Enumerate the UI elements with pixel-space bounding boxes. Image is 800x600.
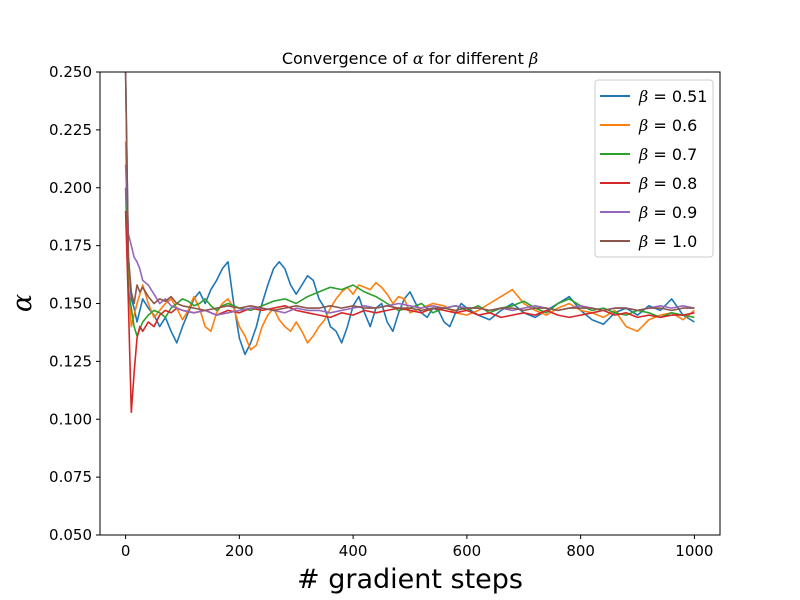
legend-label-0: β = 0.51 bbox=[638, 87, 707, 106]
legend-value: = 0.9 bbox=[648, 203, 697, 222]
legend-symbol-beta: β bbox=[638, 87, 648, 106]
x-axis: 0 200 400 600 800 1000 bbox=[121, 535, 713, 560]
x-tick-label: 400 bbox=[339, 542, 368, 560]
y-tick-label: 0.150 bbox=[49, 295, 92, 313]
legend-label-3: β = 0.8 bbox=[638, 174, 697, 193]
y-tick-label: 0.175 bbox=[49, 237, 92, 255]
legend-label-5: β = 1.0 bbox=[638, 232, 697, 251]
title-symbol-beta: β bbox=[528, 49, 538, 68]
legend-value: = 1.0 bbox=[648, 232, 697, 251]
x-tick-label: 1000 bbox=[675, 542, 713, 560]
legend-label-2: β = 0.7 bbox=[638, 145, 697, 164]
series-layer bbox=[124, 72, 695, 414]
legend-symbol-beta: β bbox=[638, 145, 648, 164]
legend-value: = 0.8 bbox=[648, 174, 697, 193]
chart-title: Convergence of α for different β bbox=[282, 49, 538, 68]
x-tick-label: 600 bbox=[453, 542, 482, 560]
legend-symbol-beta: β bbox=[638, 232, 648, 251]
legend-value: = 0.7 bbox=[648, 145, 697, 164]
x-axis-label: # gradient steps bbox=[297, 564, 523, 595]
y-axis: 0.050 0.075 0.100 0.125 0.150 0.175 0.200 0.225… bbox=[49, 63, 100, 544]
y-tick-label: 0.050 bbox=[49, 526, 92, 544]
title-part-2: for different bbox=[424, 49, 529, 68]
y-tick-label: 0.100 bbox=[49, 410, 92, 428]
title-part-1: Convergence of bbox=[282, 49, 413, 68]
y-axis-label: α bbox=[7, 294, 38, 312]
y-tick-label: 0.200 bbox=[49, 179, 92, 197]
legend-symbol-beta: β bbox=[638, 203, 648, 222]
series-line-3 bbox=[124, 210, 695, 414]
series-line-5 bbox=[124, 72, 695, 312]
y-tick-label: 0.075 bbox=[49, 468, 92, 486]
legend-value: = 0.51 bbox=[648, 87, 707, 106]
y-tick-label: 0.225 bbox=[49, 121, 92, 139]
y-tick-label: 0.250 bbox=[49, 63, 92, 81]
legend-frame bbox=[594, 79, 714, 258]
x-tick-label: 0 bbox=[121, 542, 131, 560]
title-symbol-alpha: α bbox=[413, 49, 424, 68]
legend-label-1: β = 0.6 bbox=[638, 116, 697, 135]
x-tick-label: 200 bbox=[225, 542, 254, 560]
legend-value: = 0.6 bbox=[648, 116, 697, 135]
legend-label-4: β = 0.9 bbox=[638, 203, 697, 222]
legend: β = 0.51β = 0.6β = 0.7β = 0.8β = 0.9β = … bbox=[594, 79, 714, 258]
legend-symbol-beta: β bbox=[638, 174, 648, 193]
legend-symbol-beta: β bbox=[638, 116, 648, 135]
x-tick-label: 800 bbox=[566, 542, 595, 560]
y-tick-label: 0.125 bbox=[49, 352, 92, 370]
